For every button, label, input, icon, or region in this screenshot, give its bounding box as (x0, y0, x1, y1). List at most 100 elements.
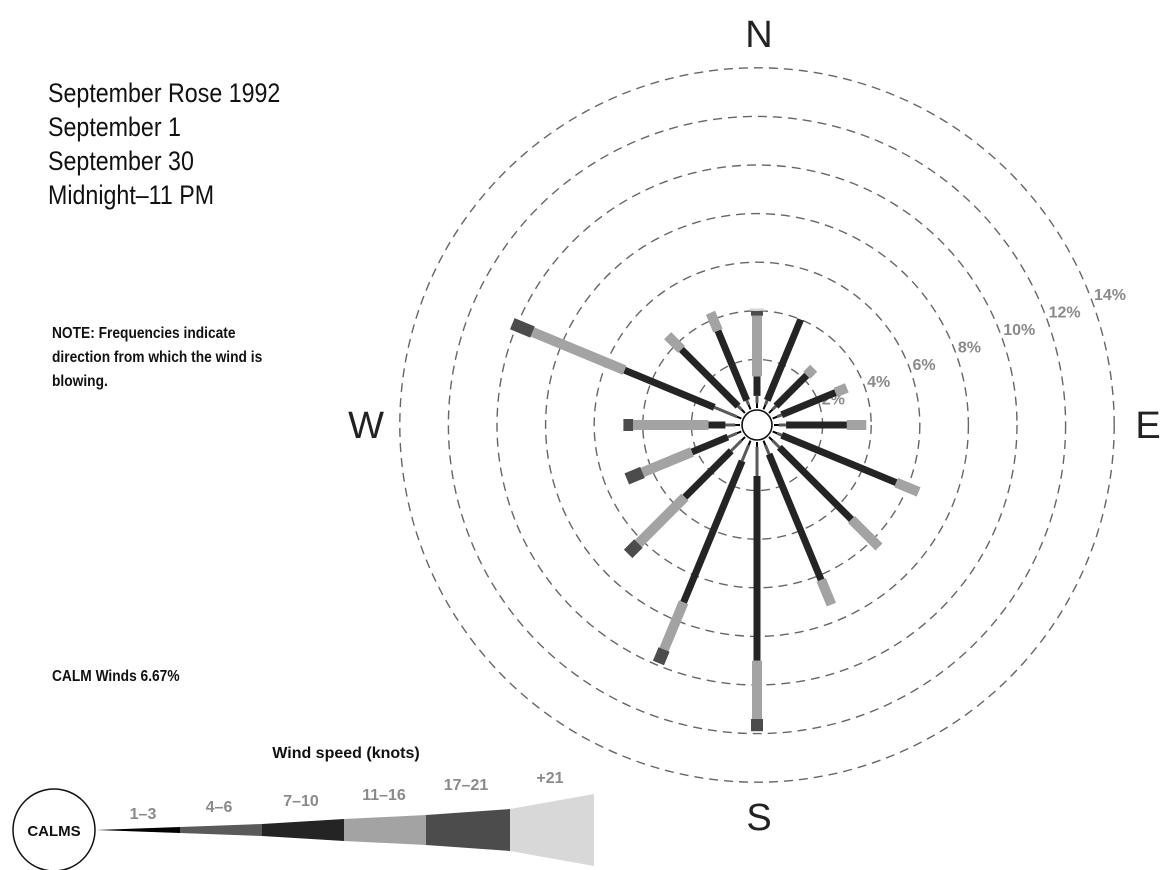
spoke-270-class-1 (735, 424, 740, 426)
ring-label: 14% (1094, 287, 1126, 304)
spoke-0-class-1 (756, 403, 758, 408)
spoke-45-class-3 (773, 372, 810, 409)
legend-label-4: 11–16 (362, 787, 406, 804)
spoke-292.5-class-4 (530, 327, 627, 375)
spokes (510, 308, 921, 732)
spoke-90-class-1 (774, 424, 779, 426)
spoke-22.5-class-1 (762, 404, 767, 410)
spoke-337.5-class-4 (705, 310, 723, 333)
spoke-270-class-3 (708, 421, 726, 429)
ring-label: 6% (912, 357, 935, 374)
spoke-337.5-class-2 (745, 399, 750, 406)
spoke-0-class-3 (753, 376, 761, 396)
spoke-135-class-3 (776, 444, 854, 522)
spoke-67.5-class-2 (776, 413, 783, 418)
direction-label-e: E (1135, 405, 1160, 447)
spoke-0-class-6 (750, 308, 764, 311)
legend-title: Wind speed (knots) (272, 745, 419, 762)
legend-swatch-1 (96, 827, 180, 833)
spoke-90-class-4 (846, 420, 867, 430)
spoke-315-class-2 (737, 405, 743, 411)
spoke-135-class-1 (768, 436, 774, 442)
direction-label-s: S (746, 797, 771, 839)
spoke-112.5-class-3 (780, 432, 898, 486)
legend-label-6: +21 (536, 770, 563, 787)
legend-label-5: 17–21 (444, 777, 489, 794)
spoke-292.5-class-1 (736, 415, 742, 420)
ring-label: 10% (1003, 322, 1035, 339)
spoke-337.5-class-3 (714, 329, 750, 402)
spoke-67.5-class-1 (772, 415, 778, 420)
legend-swatch-6 (510, 794, 594, 866)
spoke-247.5-class-2 (727, 432, 738, 439)
ring-12pct (447, 115, 1067, 735)
start-date: September 1 (48, 112, 181, 142)
spoke-22.5-class-3 (764, 318, 804, 402)
ring-label: 12% (1049, 305, 1081, 322)
legend-swatch-4 (344, 815, 426, 845)
spoke-270-class-4 (633, 420, 709, 430)
spoke-202.5-class-2 (740, 444, 750, 462)
legend: Wind speed (knots) CALMS 1–3 4–6 7–10 11–16 17… (12, 745, 594, 870)
spoke-180-class-1 (756, 442, 758, 447)
spoke-247.5-class-3 (690, 433, 730, 456)
spoke-225-class-3 (682, 448, 734, 500)
spoke-67.5-class-3 (780, 389, 837, 418)
spoke-45-class-1 (768, 408, 774, 414)
spoke-90-class-3 (786, 421, 847, 429)
legend-swatch-5 (426, 809, 510, 851)
spoke-180-class-2 (755, 446, 759, 476)
spoke-225-class-4 (634, 493, 689, 548)
center-calms-circle (741, 409, 773, 441)
spoke-270-class-2 (725, 423, 736, 427)
title-block: September Rose 1992 September 1 Septembe… (48, 76, 318, 212)
spoke-292.5-class-5 (510, 318, 535, 338)
spoke-202.5-class-4 (659, 600, 689, 652)
legend-calms-circle (12, 788, 96, 870)
spoke-0-class-5 (751, 310, 763, 316)
direction-label-n: N (745, 14, 772, 56)
spoke-112.5-class-1 (772, 430, 778, 435)
spoke-67.5-class-4 (833, 383, 849, 398)
spoke-225-class-2 (730, 439, 743, 452)
spoke-337.5-class-1 (747, 404, 752, 410)
spoke-180-class-3 (753, 476, 761, 661)
spoke-157.5-class-2 (764, 444, 771, 455)
spoke-202.5-class-3 (680, 459, 746, 604)
direction-label-w: W (348, 405, 384, 447)
spoke-22.5-class-2 (764, 399, 769, 406)
legend-swatch-2 (180, 824, 262, 836)
end-date: September 30 (48, 146, 194, 176)
spoke-270-class-5 (623, 419, 634, 431)
spoke-0-class-4 (752, 315, 762, 377)
spoke-157.5-class-4 (816, 578, 836, 607)
spoke-90-class-2 (778, 423, 787, 427)
ring-14pct (399, 67, 1115, 783)
calm-winds-label: CALM Winds 6.67% (52, 668, 180, 685)
spoke-315-class-3 (678, 346, 741, 409)
spoke-45-class-2 (771, 405, 777, 411)
legend-label-2: 4–6 (206, 799, 233, 816)
chart-title: September Rose 1992 (48, 78, 281, 108)
time-range: Midnight–11 PM (48, 180, 215, 210)
spoke-112.5-class-2 (776, 432, 783, 437)
spoke-247.5-class-5 (624, 466, 645, 485)
ring-4pct (642, 310, 872, 540)
spoke-315-class-4 (664, 332, 685, 353)
spoke-180-class-4 (752, 660, 762, 719)
ring-label: 8% (958, 339, 981, 356)
spoke-247.5-class-4 (640, 447, 694, 477)
spoke-292.5-class-3 (623, 366, 716, 411)
legend-label-1: 1–3 (130, 806, 157, 823)
legend-label-3: 7–10 (283, 793, 319, 810)
spoke-292.5-class-2 (713, 405, 738, 418)
spoke-112.5-class-4 (894, 478, 921, 497)
spoke-0-class-2 (755, 395, 759, 404)
spoke-315-class-1 (740, 408, 746, 414)
ring-label: 4% (867, 374, 890, 391)
spoke-180-class-5 (751, 719, 763, 732)
legend-calms-label: CALMS (27, 823, 80, 840)
spoke-202.5-class-1 (747, 440, 752, 446)
legend-swatch-3 (262, 819, 344, 841)
